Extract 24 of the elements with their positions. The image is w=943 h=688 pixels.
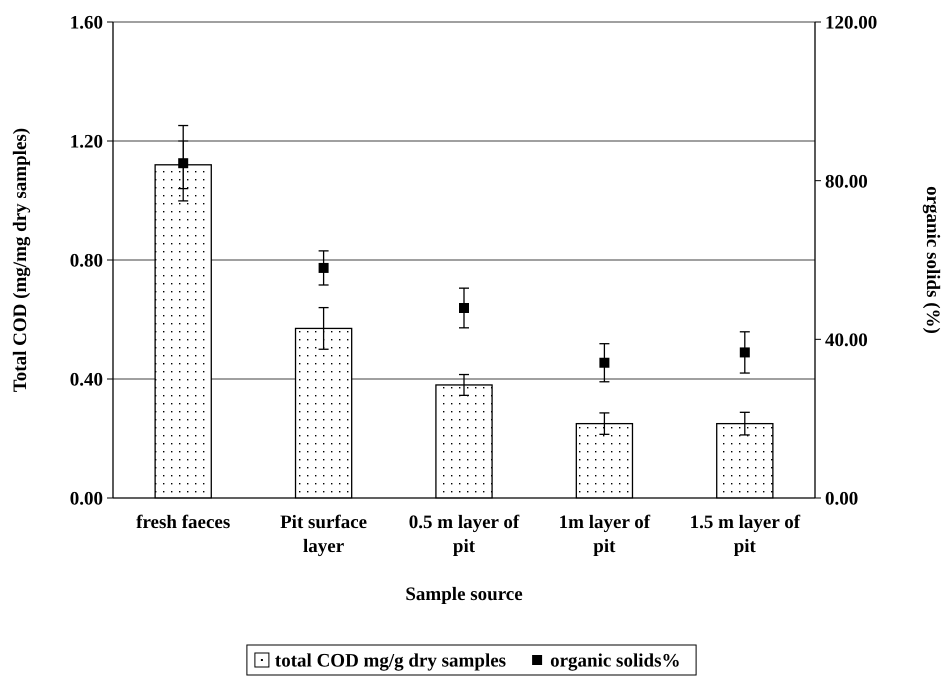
y-tick-label: 1.60 bbox=[70, 12, 103, 34]
y-tick-label: 0.40 bbox=[70, 370, 103, 391]
x-tick-label: 1m layer of pit bbox=[558, 512, 651, 557]
y-tick-label: 1.20 bbox=[70, 132, 103, 153]
y2-tick-label: 80.00 bbox=[825, 171, 868, 192]
y2-tick-label: 0.00 bbox=[825, 488, 858, 510]
y2-axis-title: organic solids (%) bbox=[922, 186, 943, 334]
legend-label: total COD mg/g dry samples bbox=[274, 650, 506, 672]
legend-label: organic solids% bbox=[550, 650, 680, 672]
y-tick-label: 0.80 bbox=[70, 250, 103, 272]
x-tick-label: Pit surface layer bbox=[280, 512, 368, 557]
x-tick-label: 1.5 m layer of pit bbox=[690, 512, 801, 557]
x-tick-label: 0.5 m layer of pit bbox=[408, 512, 520, 557]
y2-tick-label: 120.00 bbox=[825, 12, 878, 34]
point bbox=[178, 158, 188, 168]
x-axis-title: Sample source bbox=[405, 584, 523, 605]
y-tick-label: 0.00 bbox=[70, 488, 103, 510]
x-tick-label: fresh faeces bbox=[136, 512, 230, 533]
y2-tick-label: 40.00 bbox=[825, 330, 868, 351]
point bbox=[318, 262, 329, 273]
point bbox=[740, 347, 750, 358]
point bbox=[459, 302, 469, 313]
y-axis-title: Total COD (mg/mg dry samples) bbox=[10, 128, 31, 392]
point bbox=[599, 358, 610, 368]
